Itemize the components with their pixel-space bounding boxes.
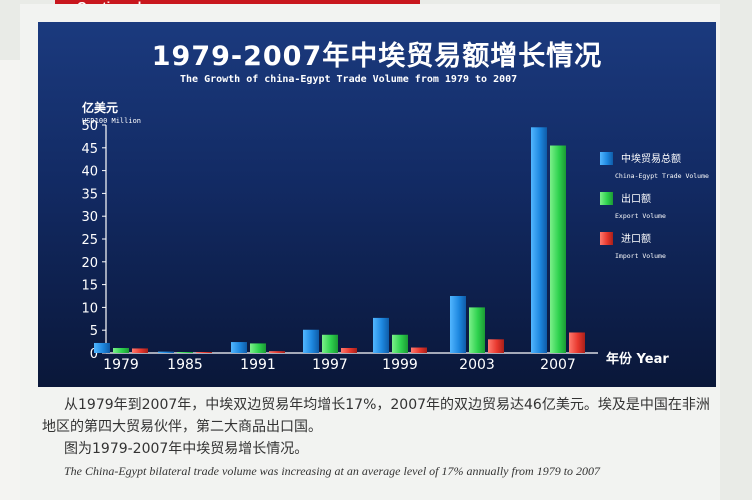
caption-paragraph: 从1979年到2007年，中埃双边贸易年均增长17%，2007年的双边贸易达46…: [42, 397, 710, 435]
bar-2007-series-1: [531, 127, 547, 353]
y-tick-label: 5: [90, 324, 98, 339]
bar-1985-series-2: [177, 352, 193, 353]
legend-label: 出口额: [621, 192, 651, 205]
x-axis-label: 年份 Year: [606, 351, 669, 367]
bar-1979-series-3: [132, 348, 148, 353]
bar-1997-series-3: [341, 347, 357, 353]
bar-1997-series-2: [322, 334, 338, 353]
legend-label-en: China-Egypt Trade Volume: [615, 172, 709, 180]
bar-1985-series-3: [196, 352, 212, 353]
y-tick-label: 30: [81, 210, 98, 225]
bar-2003-series-1: [450, 296, 466, 353]
y-tick-label: 45: [81, 142, 98, 157]
y-tick-label: 10: [81, 301, 98, 316]
x-tick-label: 1979: [103, 357, 139, 373]
y-axis-label: 亿美元: [82, 100, 118, 115]
x-tick-label: 1985: [167, 357, 203, 373]
y-axis-label-en: USD100 Million: [82, 117, 141, 125]
y-tick-label: 35: [81, 187, 98, 202]
legend-swatch: [600, 192, 613, 205]
bar-1979-series-2: [113, 347, 129, 353]
bar-2007-series-3: [569, 332, 585, 353]
x-tick-label: 1999: [382, 357, 418, 373]
legend-label: 中埃贸易总额: [621, 152, 681, 165]
bar-1999-series-3: [411, 347, 427, 353]
x-tick-label: 1991: [240, 357, 276, 373]
y-tick-label: 40: [81, 165, 98, 180]
y-tick-label: 0: [90, 347, 98, 362]
caption: 从1979年到2007年，中埃双边贸易年均增长17%，2007年的双边贸易达46…: [42, 394, 718, 479]
y-tick-label: 15: [81, 279, 98, 294]
bar-1991-series-1: [231, 342, 247, 353]
y-tick-label: 20: [81, 256, 98, 271]
y-tick-label: 25: [81, 233, 98, 248]
bar-1985-series-1: [158, 351, 174, 353]
chart-subtitle: The Growth of china-Egypt Trade Volume f…: [180, 74, 518, 85]
bar-2007-series-2: [550, 145, 566, 353]
caption-english: The China-Egypt bilateral trade volume w…: [64, 464, 601, 478]
bar-1999-series-2: [392, 334, 408, 353]
x-tick-label: 1997: [312, 357, 348, 373]
bar-2003-series-2: [469, 307, 485, 353]
x-tick-label: 2003: [459, 357, 495, 373]
bar-1979-series-1: [94, 342, 110, 353]
legend-label-en: Export Volume: [615, 212, 666, 220]
x-tick-label: 2007: [540, 357, 576, 373]
bar-1999-series-1: [373, 317, 389, 353]
legend-label: 进口额: [621, 232, 651, 245]
legend-swatch: [600, 152, 613, 165]
y-tick-label: 50: [81, 119, 98, 134]
caption-figure-note: 图为1979-2007年中埃贸易增长情况。: [64, 441, 309, 457]
trade-bar-chart: 亿美元 USD100 Million 年份 Year 0 5 10 15 20 25 30 3…: [81, 100, 709, 373]
bar-1991-series-2: [250, 343, 266, 353]
bar-1991-series-3: [269, 351, 285, 353]
legend-swatch: [600, 232, 613, 245]
bar-1997-series-1: [303, 329, 319, 353]
chart-title: 1979-2007年中埃贸易额增长情况: [151, 41, 603, 72]
bar-2003-series-3: [488, 339, 504, 353]
legend-label-en: Import Volume: [615, 252, 666, 260]
